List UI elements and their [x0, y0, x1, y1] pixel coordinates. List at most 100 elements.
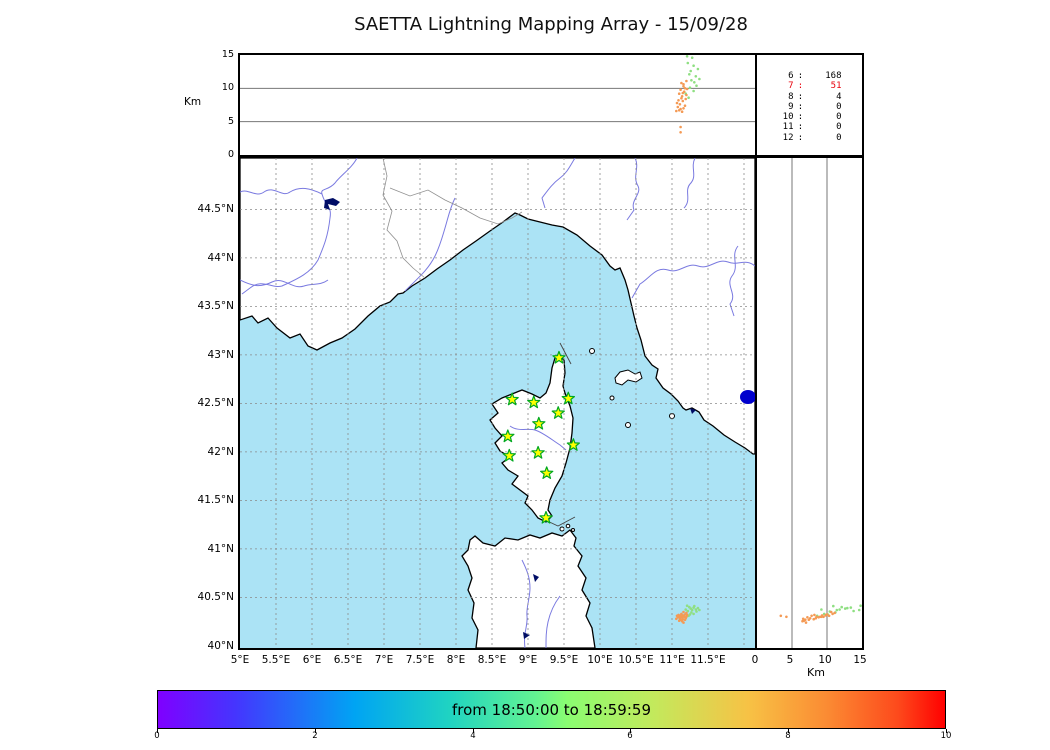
lon-tick-label: 11°E [659, 654, 685, 666]
lightning-point [840, 605, 843, 609]
lightning-point [682, 610, 685, 614]
station-marker [532, 416, 546, 430]
lightning-point [680, 97, 683, 100]
lightning-point [812, 617, 815, 621]
lon-tick-label: 5.5°E [261, 654, 291, 666]
stat-altitude: 10 [782, 112, 794, 123]
lightning-point [681, 91, 685, 95]
lightning-point [690, 611, 693, 614]
river [240, 187, 323, 195]
coastal-mark [559, 342, 572, 365]
altitude-counts-list: 6: 168 7: 51 8: 4 9: 0 10: 0 11: 0 12: 0 [757, 55, 862, 143]
colorbar-tick-mark [788, 729, 789, 733]
station-marker [566, 438, 580, 451]
lightning-point [688, 73, 691, 76]
lightning-point [820, 608, 823, 611]
lightning-point [686, 609, 690, 613]
river [626, 158, 640, 221]
stat-count: 168 [825, 71, 842, 81]
lon-tick-label: 9°E [518, 654, 538, 666]
blue-dot-marker [740, 390, 755, 404]
lightning-point [680, 95, 684, 98]
islet [589, 348, 595, 354]
stat-count: 4 [836, 91, 842, 102]
lightning-point [682, 107, 685, 110]
lon-tick-label: 8°E [446, 654, 466, 666]
lightning-point [685, 55, 689, 58]
lightning-point [681, 614, 685, 617]
stat-count: 51 [830, 81, 842, 92]
stat-colon: : [797, 112, 804, 123]
lightning-point [692, 89, 695, 93]
lightning-point [683, 87, 687, 90]
lake [533, 574, 539, 582]
lightning-point [686, 61, 690, 65]
lightning-point [832, 604, 835, 608]
altitude-longitude-canvas [240, 55, 755, 134]
lat-tick-label: 44°N [207, 251, 234, 264]
river [729, 245, 739, 317]
stat-count: 0 [836, 132, 842, 143]
lightning-point [675, 109, 678, 113]
lightning-point [680, 81, 683, 85]
stat-colon: : [797, 132, 804, 143]
lat-tick-label: 40°N [207, 639, 234, 652]
lon-tick-label: 6.5°E [333, 654, 363, 666]
lightning-point [846, 606, 849, 610]
lon-tick-label: 11.5°E [690, 654, 726, 666]
coastline-elba [614, 369, 643, 386]
stat-count: 0 [836, 122, 842, 133]
stat-colon: : [797, 81, 804, 92]
lightning-point [690, 56, 694, 59]
lightning-point [849, 606, 853, 609]
colorbar-tick-mark [630, 729, 631, 733]
right-panel-xlabel: Km [807, 666, 825, 679]
lightning-point [685, 93, 688, 97]
stat-colon: : [797, 91, 804, 102]
lightning-point [687, 96, 690, 99]
lightning-point [698, 77, 701, 81]
river [404, 197, 456, 292]
right-panel-xtick: 0 [751, 654, 759, 666]
lightning-point [678, 103, 682, 106]
altitude-count-row: 7: 51 [757, 81, 862, 91]
lightning-point [779, 614, 783, 618]
top-panel-ytick: 15 [221, 49, 234, 60]
islet [559, 526, 565, 532]
lightning-point [801, 617, 805, 621]
lightning-point [813, 613, 816, 617]
lon-tick-label: 7°E [374, 654, 394, 666]
lightning-point [685, 79, 688, 83]
lat-tick-label: 42.5°N [197, 397, 234, 410]
station-marker [531, 445, 545, 459]
altitude-latitude-canvas [779, 158, 862, 648]
islet [625, 422, 631, 428]
lightning-point [679, 125, 682, 129]
altitude-count-row: 9: 0 [757, 102, 862, 112]
right-panel-xtick: 10 [818, 654, 832, 666]
lightning-point [694, 75, 698, 78]
stat-colon: : [797, 101, 804, 112]
lightning-point [859, 604, 862, 607]
lightning-point [693, 81, 696, 84]
lightning-point [675, 617, 678, 621]
river [541, 158, 576, 209]
lightning-point [689, 69, 692, 73]
stat-colon: : [797, 71, 804, 81]
lightning-point [690, 79, 693, 82]
lightning-point [677, 619, 681, 622]
lightning-point [852, 609, 855, 613]
lon-tick-label: 10°E [587, 654, 613, 666]
stat-count: 0 [836, 112, 842, 123]
lightning-point [810, 614, 813, 618]
lat-tick-label: 41°N [207, 542, 234, 555]
river [240, 279, 329, 288]
top-panel-ytick: 10 [221, 82, 234, 94]
stat-altitude: 7 [788, 81, 794, 92]
lightning-point [829, 610, 833, 614]
station-marker [540, 466, 554, 479]
lightning-point [831, 612, 834, 616]
altitude-count-row: 11: 0 [757, 122, 862, 132]
lightning-point [695, 84, 698, 87]
